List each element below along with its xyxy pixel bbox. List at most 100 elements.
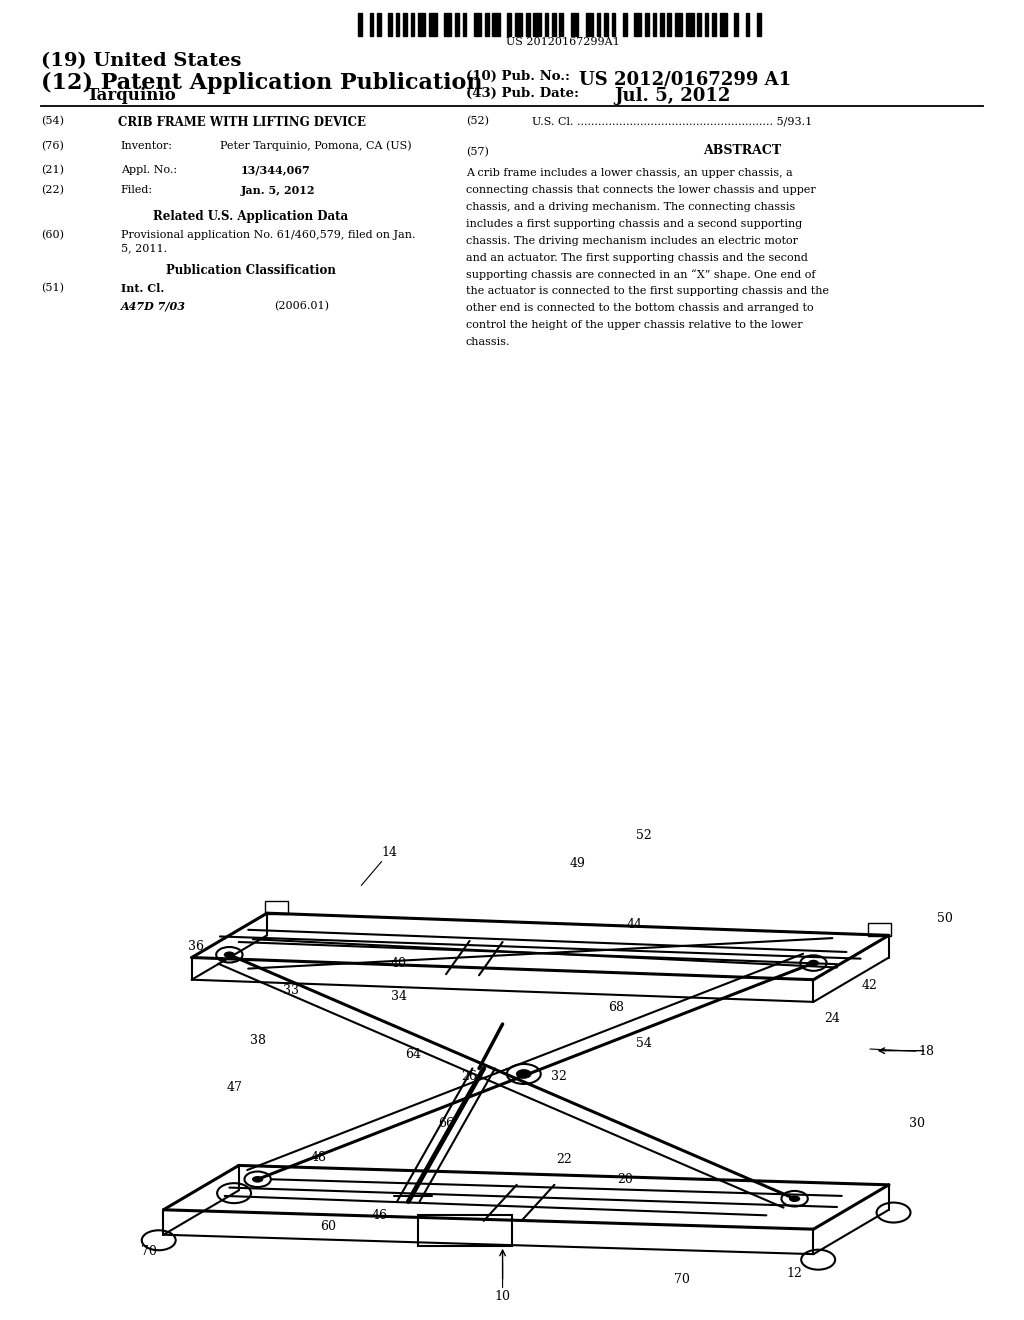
Bar: [604, 13, 608, 36]
Text: (21): (21): [41, 165, 63, 176]
Text: 22: 22: [556, 1154, 571, 1167]
Text: connecting chassis that connects the lower chassis and upper: connecting chassis that connects the low…: [466, 185, 816, 195]
Text: 60: 60: [321, 1220, 336, 1233]
Text: 66: 66: [438, 1117, 454, 1130]
Text: (52): (52): [466, 116, 488, 127]
Text: 48: 48: [311, 1151, 327, 1164]
Text: 40: 40: [391, 957, 407, 970]
Text: 47: 47: [226, 1081, 242, 1094]
Text: 20: 20: [617, 1172, 633, 1185]
Text: chassis. The driving mechanism includes an electric motor: chassis. The driving mechanism includes …: [466, 236, 798, 246]
Text: (76): (76): [41, 141, 63, 152]
Bar: [634, 13, 641, 36]
Bar: [395, 13, 399, 36]
Bar: [675, 13, 682, 36]
Text: (10) Pub. No.:: (10) Pub. No.:: [466, 70, 570, 83]
Bar: [697, 13, 701, 36]
Text: Inventor:: Inventor:: [121, 141, 173, 150]
Bar: [586, 13, 593, 36]
Text: 34: 34: [391, 990, 407, 1003]
Text: 30: 30: [909, 1117, 925, 1130]
Text: US 2012/0167299 A1: US 2012/0167299 A1: [579, 70, 791, 88]
Bar: [265, 902, 288, 915]
Bar: [712, 13, 716, 36]
Text: 12: 12: [786, 1267, 803, 1280]
Text: Jul. 5, 2012: Jul. 5, 2012: [614, 87, 731, 106]
Text: Provisional application No. 61/460,579, filed on Jan.
5, 2011.: Provisional application No. 61/460,579, …: [121, 230, 416, 253]
Bar: [559, 13, 563, 36]
Text: 46: 46: [372, 1209, 388, 1222]
Bar: [429, 13, 436, 36]
Bar: [418, 1216, 512, 1246]
Text: 70: 70: [141, 1245, 158, 1258]
Bar: [507, 13, 511, 36]
Bar: [463, 13, 466, 36]
Text: Peter Tarquinio, Pomona, CA (US): Peter Tarquinio, Pomona, CA (US): [220, 141, 412, 152]
Text: 68: 68: [607, 1001, 624, 1014]
Bar: [660, 13, 664, 36]
Text: 13/344,067: 13/344,067: [241, 165, 310, 176]
Bar: [534, 13, 541, 36]
Text: 52: 52: [636, 829, 651, 842]
Bar: [526, 13, 529, 36]
Text: chassis.: chassis.: [466, 337, 510, 347]
Bar: [485, 13, 488, 36]
Text: 10: 10: [495, 1262, 511, 1303]
Text: chassis, and a driving mechanism. The connecting chassis: chassis, and a driving mechanism. The co…: [466, 202, 796, 213]
Text: (51): (51): [41, 284, 63, 293]
Bar: [611, 13, 615, 36]
Text: 18: 18: [870, 1045, 935, 1059]
Text: US 20120167299A1: US 20120167299A1: [506, 37, 621, 46]
Bar: [652, 13, 656, 36]
Bar: [370, 13, 374, 36]
Text: (57): (57): [466, 147, 488, 157]
Bar: [456, 13, 459, 36]
Text: 32: 32: [551, 1071, 567, 1084]
Text: 44: 44: [627, 917, 642, 931]
Bar: [757, 13, 761, 36]
Bar: [411, 13, 415, 36]
Text: A47D 7/03: A47D 7/03: [121, 301, 185, 312]
Text: control the height of the upper chassis relative to the lower: control the height of the upper chassis …: [466, 319, 803, 330]
Bar: [705, 13, 709, 36]
Text: (60): (60): [41, 230, 63, 240]
Text: includes a first supporting chassis and a second supporting: includes a first supporting chassis and …: [466, 219, 802, 228]
Text: 50: 50: [937, 912, 953, 925]
Bar: [734, 13, 738, 36]
Text: CRIB FRAME WITH LIFTING DEVICE: CRIB FRAME WITH LIFTING DEVICE: [118, 116, 366, 129]
Text: Tarquinio: Tarquinio: [87, 87, 177, 104]
Bar: [570, 13, 579, 36]
Bar: [545, 13, 548, 36]
Text: Filed:: Filed:: [121, 185, 153, 195]
Text: Related U.S. Application Data: Related U.S. Application Data: [154, 210, 348, 223]
Text: (54): (54): [41, 116, 63, 127]
Bar: [377, 13, 381, 36]
Text: Jan. 5, 2012: Jan. 5, 2012: [241, 185, 315, 197]
Text: and an actuator. The first supporting chassis and the second: and an actuator. The first supporting ch…: [466, 252, 808, 263]
Bar: [720, 13, 727, 36]
Bar: [552, 13, 556, 36]
Text: ABSTRACT: ABSTRACT: [703, 144, 781, 157]
Text: 38: 38: [250, 1034, 265, 1047]
Text: (19) United States: (19) United States: [41, 51, 242, 70]
Bar: [745, 13, 750, 36]
Text: U.S. Cl. ........................................................ 5/93.1: U.S. Cl. ...............................…: [532, 116, 813, 127]
Text: Publication Classification: Publication Classification: [166, 264, 336, 277]
Bar: [418, 13, 425, 36]
Bar: [388, 13, 392, 36]
Text: supporting chassis are connected in an “X” shape. One end of: supporting chassis are connected in an “…: [466, 269, 815, 280]
Bar: [597, 13, 600, 36]
Circle shape: [516, 1069, 531, 1078]
Text: 54: 54: [636, 1038, 652, 1049]
Circle shape: [252, 1176, 263, 1183]
Text: 33: 33: [283, 985, 299, 998]
Text: 49: 49: [570, 857, 586, 870]
Text: 26: 26: [462, 1071, 477, 1084]
Bar: [474, 13, 481, 36]
Text: Int. Cl.: Int. Cl.: [121, 284, 164, 294]
Bar: [868, 923, 891, 936]
Text: the actuator is connected to the first supporting chassis and the: the actuator is connected to the first s…: [466, 286, 828, 296]
Bar: [444, 13, 452, 36]
Text: (22): (22): [41, 185, 63, 195]
Circle shape: [223, 952, 236, 958]
